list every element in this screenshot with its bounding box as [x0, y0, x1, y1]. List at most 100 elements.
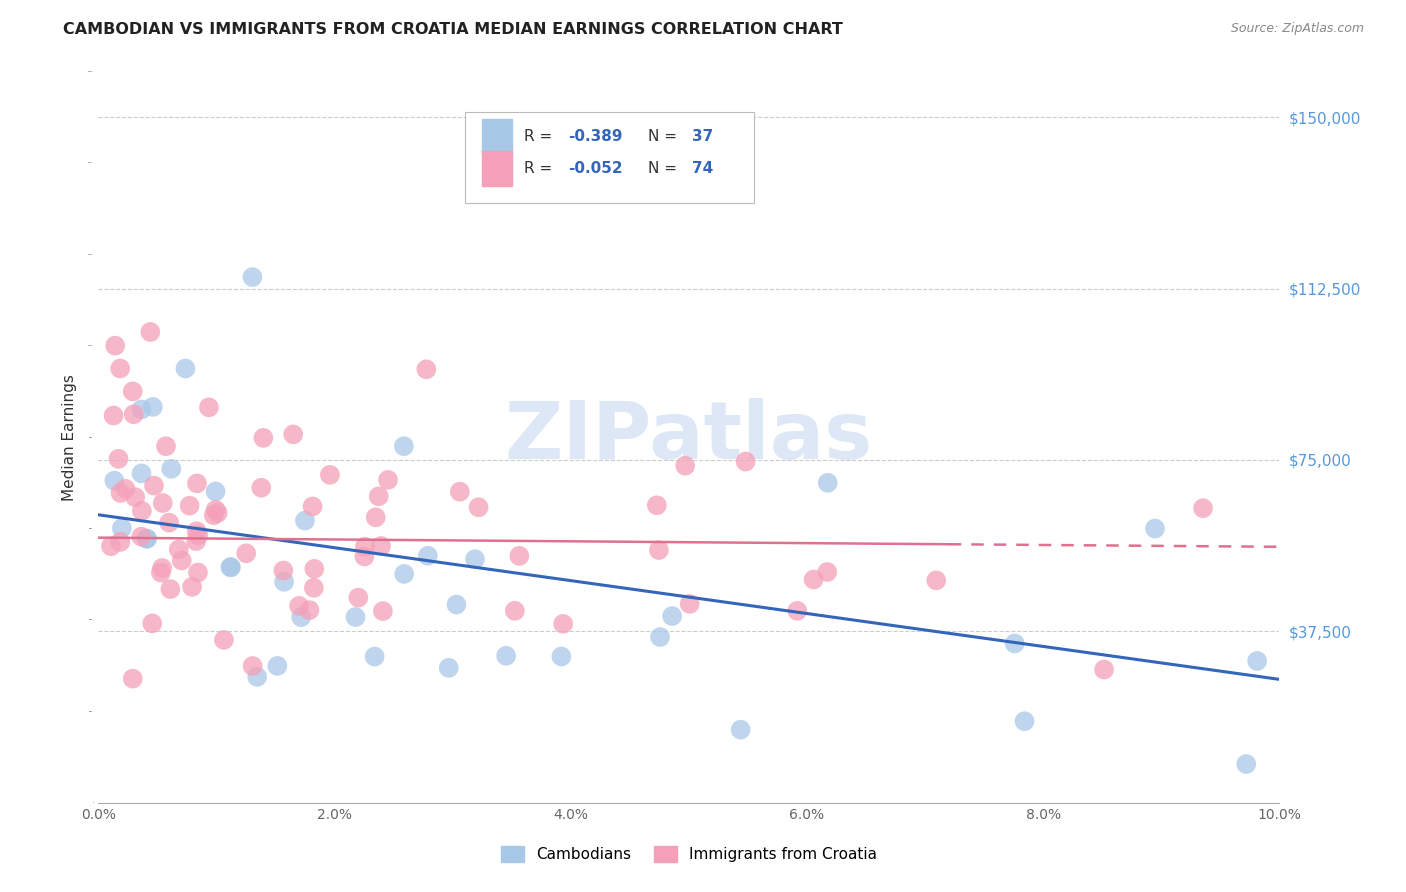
Point [110, 486, 132, 500]
Point [131, 402, 153, 417]
Text: 37: 37 [693, 129, 714, 144]
Point [207, 506, 229, 520]
Point [648, 630, 671, 644]
Point [142, 400, 165, 414]
Point [416, 549, 439, 563]
Text: 74: 74 [693, 161, 714, 176]
Point [367, 489, 389, 503]
Point [157, 516, 180, 530]
Point [219, 560, 242, 574]
Point [159, 582, 181, 596]
Point [392, 439, 415, 453]
Point [815, 565, 838, 579]
Point [121, 384, 143, 399]
Point [304, 562, 326, 576]
Point [377, 473, 399, 487]
Y-axis label: Median Earnings: Median Earnings [62, 374, 77, 500]
Point [149, 566, 172, 580]
Point [495, 648, 517, 663]
Point [273, 564, 295, 578]
Point [645, 498, 668, 512]
Point [242, 659, 264, 673]
Point [370, 539, 392, 553]
Point [786, 604, 808, 618]
Point [111, 521, 134, 535]
Point [252, 431, 274, 445]
Point [131, 467, 153, 481]
Point [131, 504, 153, 518]
Point [464, 552, 486, 566]
Point [139, 325, 162, 339]
Point [673, 458, 696, 473]
Text: R =: R = [523, 129, 557, 144]
Point [1143, 521, 1166, 535]
Point [124, 490, 146, 504]
Point [353, 549, 375, 564]
Bar [482, 119, 512, 154]
Point [1246, 654, 1268, 668]
Point [242, 270, 264, 285]
Point [449, 484, 471, 499]
Point [817, 475, 839, 490]
Point [184, 534, 207, 549]
Point [734, 454, 756, 468]
Point [204, 503, 226, 517]
Point [1092, 663, 1115, 677]
Point [187, 566, 209, 580]
Point [294, 514, 316, 528]
Point [661, 609, 683, 624]
Point [107, 451, 129, 466]
Point [212, 632, 235, 647]
Point [925, 574, 948, 588]
Point [319, 467, 342, 482]
Point [114, 482, 136, 496]
Point [298, 603, 321, 617]
Point [1192, 501, 1215, 516]
Text: -0.052: -0.052 [568, 161, 623, 176]
Point [679, 597, 702, 611]
Text: R =: R = [523, 161, 557, 176]
Point [150, 561, 173, 575]
Point [100, 539, 122, 553]
Bar [482, 151, 512, 186]
Point [103, 474, 125, 488]
Point [246, 670, 269, 684]
Legend: Cambodians, Immigrants from Croatia: Cambodians, Immigrants from Croatia [495, 840, 883, 868]
Point [354, 540, 377, 554]
Point [129, 530, 152, 544]
Point [1004, 636, 1026, 650]
Point [179, 499, 201, 513]
Point [302, 581, 325, 595]
Point [392, 566, 415, 581]
Point [181, 580, 204, 594]
Point [467, 500, 489, 515]
Point [186, 524, 208, 539]
Point [730, 723, 752, 737]
Point [371, 604, 394, 618]
Point [503, 604, 526, 618]
Point [110, 535, 132, 549]
Point [160, 462, 183, 476]
Point [155, 439, 177, 453]
Point [174, 361, 197, 376]
Point [446, 598, 468, 612]
Point [363, 649, 385, 664]
Point [136, 532, 159, 546]
Point [202, 508, 225, 523]
Text: Source: ZipAtlas.com: Source: ZipAtlas.com [1230, 22, 1364, 36]
Point [152, 496, 174, 510]
Point [364, 510, 387, 524]
Point [219, 560, 242, 574]
Point [1014, 714, 1036, 729]
FancyBboxPatch shape [464, 112, 754, 203]
Point [108, 361, 131, 376]
Point [170, 553, 193, 567]
Text: N =: N = [648, 161, 682, 176]
Point [104, 338, 127, 352]
Point [235, 546, 257, 560]
Point [553, 616, 575, 631]
Point [1234, 757, 1257, 772]
Point [301, 500, 323, 514]
Point [347, 591, 370, 605]
Point [415, 362, 437, 376]
